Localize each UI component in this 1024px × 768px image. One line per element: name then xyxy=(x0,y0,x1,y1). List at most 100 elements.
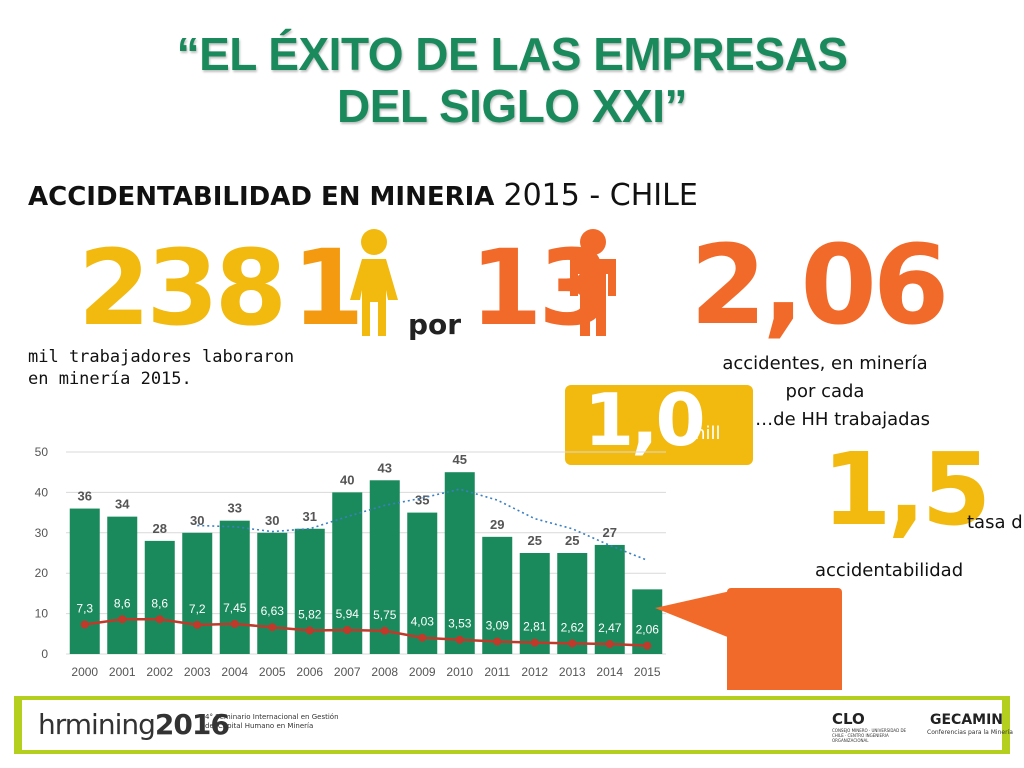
seminar-text: 4° Seminario Internacional en Gestión de… xyxy=(205,713,339,730)
rate-point xyxy=(118,615,127,624)
x-tick-label: 2015 xyxy=(634,665,661,679)
tasa-label: tasa d xyxy=(967,512,1023,533)
rate-label: 2,62 xyxy=(561,620,585,634)
bar xyxy=(182,532,213,654)
gecamin-subtext: Conferencias para la Minería xyxy=(927,729,1013,736)
x-tick-label: 2010 xyxy=(446,665,473,679)
rate-point xyxy=(455,635,464,644)
rate-label: 4,03 xyxy=(411,615,435,629)
rate-label: 2,81 xyxy=(523,620,547,634)
x-tick-label: 2001 xyxy=(109,665,136,679)
bar-label: 36 xyxy=(78,489,92,504)
bar-label: 30 xyxy=(190,513,204,528)
rate-point xyxy=(530,638,539,647)
bar xyxy=(557,553,588,654)
rate-label: 8,6 xyxy=(114,596,131,610)
bar-label: 30 xyxy=(265,513,279,528)
rate-label: 5,75 xyxy=(373,608,397,622)
tasa-value: 1,5 xyxy=(822,431,991,548)
x-tick-label: 2007 xyxy=(334,665,361,679)
rate-label: 3,09 xyxy=(486,619,510,633)
bar-label: 31 xyxy=(303,509,317,524)
bar-label: 45 xyxy=(453,452,467,467)
rate-point xyxy=(493,637,502,646)
bar-label: 33 xyxy=(228,501,242,516)
bar xyxy=(219,520,250,654)
ratio-word: por xyxy=(408,308,462,341)
workers-number: 238 xyxy=(78,227,287,349)
chart-subtitle: ACCIDENTABILIDAD EN MINERIA 2015 - CHILE xyxy=(28,178,698,213)
bar xyxy=(482,536,513,654)
rate-point xyxy=(230,619,239,628)
man-icon xyxy=(570,229,616,336)
bar xyxy=(594,544,625,654)
rate-point xyxy=(193,620,202,629)
brand-bold: 2016 xyxy=(154,708,230,741)
gecamin-logo: GECAMIN xyxy=(930,712,1004,728)
workers-note: mil trabajadores laboraron en minería 20… xyxy=(28,346,294,390)
rate-label: 3,53 xyxy=(448,617,472,631)
rate-label: 5,82 xyxy=(298,607,322,621)
bar-label: 29 xyxy=(490,517,504,532)
rate-point xyxy=(418,633,427,642)
rate-label: 7,3 xyxy=(76,602,93,616)
trend-line xyxy=(197,488,648,562)
bar-label: 34 xyxy=(115,497,130,512)
callout-pointer xyxy=(655,590,735,640)
subtitle-year: 2015 - CHILE xyxy=(503,178,698,213)
rate-line xyxy=(84,618,648,647)
x-tick-label: 2000 xyxy=(71,665,98,679)
rate-label: 5,94 xyxy=(336,607,360,621)
bar xyxy=(257,532,288,654)
rate-point xyxy=(155,615,164,624)
y-tick-label: 40 xyxy=(35,485,49,499)
bar-label: 27 xyxy=(603,525,617,540)
x-tick-label: 2012 xyxy=(521,665,548,679)
rate-note-line-2: por cada xyxy=(785,381,865,402)
mill-unit: mill xyxy=(688,423,721,444)
accident-rate-number: 2,06 xyxy=(690,221,949,349)
bar-label: 28 xyxy=(153,521,167,536)
title-line-1: “EL ÉXITO DE LAS EMPRESAS xyxy=(176,28,848,80)
y-tick-label: 20 xyxy=(35,566,49,580)
mill-value: 1,0 xyxy=(584,378,706,462)
y-tick-label: 50 xyxy=(35,445,49,459)
x-tick-label: 2013 xyxy=(559,665,586,679)
woman-icon xyxy=(350,229,398,336)
subtitle-text: ACCIDENTABILIDAD EN MINERIA xyxy=(28,182,495,212)
rate-point xyxy=(80,620,89,629)
clo-subtext: CONSEJO MINERO · UNIVERSIDAD DE CHILE · … xyxy=(832,728,907,743)
bar-label: 25 xyxy=(565,533,579,548)
bar xyxy=(294,528,325,654)
x-tick-label: 2008 xyxy=(371,665,398,679)
rate-label: 8,6 xyxy=(151,596,168,610)
rate-note: accidentes, en minería por cada …de HH t… xyxy=(690,350,960,434)
rate-note-line-1: accidentes, en minería xyxy=(722,353,928,374)
rate-label: 2,06 xyxy=(636,623,660,637)
rate-point xyxy=(380,626,389,635)
bar-label: 25 xyxy=(528,533,542,548)
rate-point xyxy=(305,626,314,635)
x-tick-label: 2011 xyxy=(484,665,510,679)
clo-logo: CLO xyxy=(832,710,865,728)
rate-label: 2,47 xyxy=(598,621,622,635)
tasa-label-2: accidentabilidad xyxy=(815,560,964,581)
x-tick-label: 2006 xyxy=(296,665,323,679)
x-tick-label: 2003 xyxy=(184,665,211,679)
brand-light: hrmining xyxy=(38,708,156,741)
workers-note-line-2: en minería 2015. xyxy=(28,369,192,389)
slide-title: “EL ÉXITO DE LAS EMPRESAS DEL SIGLO XXI” xyxy=(0,28,1024,132)
x-tick-label: 2009 xyxy=(409,665,436,679)
bar-label: 43 xyxy=(378,460,392,475)
ratio-left-number: 1 xyxy=(292,227,364,349)
rate-label: 7,45 xyxy=(223,601,247,615)
rate-label: 7,2 xyxy=(189,602,206,616)
footer-inner xyxy=(22,700,1002,750)
bar xyxy=(444,472,475,654)
rate-point xyxy=(343,626,352,635)
rate-label: 6,63 xyxy=(261,604,285,618)
bar xyxy=(69,508,100,654)
bar xyxy=(107,516,138,654)
y-tick-label: 10 xyxy=(35,607,49,621)
title-line-2: DEL SIGLO XXI” xyxy=(337,80,688,132)
